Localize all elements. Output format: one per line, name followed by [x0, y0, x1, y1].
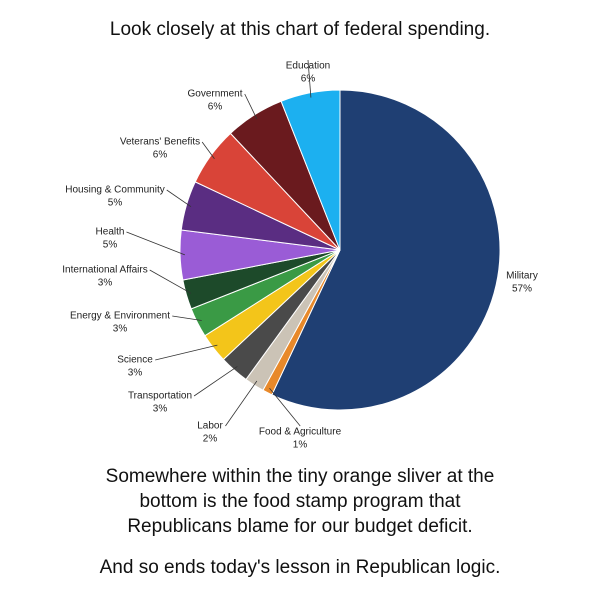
slice-label: International Affairs [62, 265, 147, 276]
slice-label: Military [506, 271, 538, 282]
slice-label: Education [286, 61, 330, 72]
leader-line [201, 141, 215, 160]
slice-label: Science [117, 355, 153, 366]
slice-label: Government [187, 89, 242, 100]
chart-title: Look closely at this chart of federal sp… [110, 19, 490, 40]
leader-line [269, 388, 301, 427]
slice-label: Energy & Environment [70, 311, 170, 322]
slice-value-label: 1% [293, 440, 308, 451]
leader-line [149, 269, 192, 294]
leader-line [307, 59, 312, 98]
slice-value-label: 5% [103, 240, 118, 251]
slice-label: Food & Agriculture [259, 427, 342, 438]
leader-line [155, 344, 218, 361]
slice-value-label: 5% [108, 198, 123, 209]
slice-value-label: 57% [512, 284, 532, 295]
closing-line: And so ends today's lesson in Republican… [100, 557, 501, 578]
leader-line [172, 315, 202, 321]
slice-value-label: 3% [128, 368, 143, 379]
caption-line: Republicans blame for our budget deficit… [127, 516, 472, 537]
slice-value-label: 6% [301, 74, 316, 85]
leader-line [166, 189, 192, 208]
slice-value-label: 2% [203, 434, 218, 445]
slice-label: Housing & Community [65, 185, 164, 196]
caption-line: Somewhere within the tiny orange sliver … [106, 466, 495, 487]
slice-value-label: 3% [113, 324, 128, 335]
pie-slice [280, 89, 341, 251]
slice-value-label: 6% [208, 102, 223, 113]
caption-line: bottom is the food stamp program that [139, 491, 461, 512]
slice-label: Labor [197, 421, 223, 432]
leader-line [193, 366, 238, 397]
slice-label: Transportation [128, 391, 192, 402]
slice-value-label: 6% [153, 150, 168, 161]
leader-line [225, 380, 258, 427]
slice-label: Veterans' Benefits [120, 137, 200, 148]
leader-line [126, 231, 186, 256]
slice-value-label: 3% [153, 404, 168, 415]
slice-label: Health [96, 227, 125, 238]
slice-value-label: 3% [98, 278, 113, 289]
pie-slice [271, 89, 501, 411]
leader-line [244, 93, 258, 120]
